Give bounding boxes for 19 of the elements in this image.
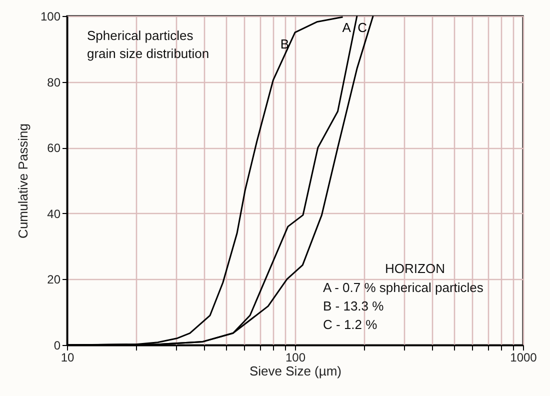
y-tick-label: 100 <box>40 10 61 24</box>
annotation: A - 0.7 % spherical particles <box>323 280 484 295</box>
annotation: B - 13.3 % <box>323 298 384 314</box>
y-tick-label: 0 <box>54 338 61 352</box>
x-tick-label: 10 <box>60 350 74 364</box>
series-label: B <box>280 36 289 52</box>
annotation: HORIZON <box>385 261 445 276</box>
series-label: A <box>342 20 352 35</box>
x-tick-label: 100 <box>285 350 306 364</box>
x-axis-title: Sieve Size (µm) <box>249 364 342 378</box>
annotation: C - 1.2 % <box>323 317 378 332</box>
y-tick-label: 20 <box>47 272 61 287</box>
y-tick-label: 60 <box>47 141 61 156</box>
x-tick-label: 1000 <box>510 350 538 364</box>
annotation: Spherical particles grain size distribution <box>87 28 210 61</box>
y-tick-label: 40 <box>47 206 61 221</box>
series-label: C <box>358 20 368 35</box>
y-tick-label: 80 <box>47 75 61 90</box>
y-axis-title: Cumulative Passing <box>15 124 30 238</box>
